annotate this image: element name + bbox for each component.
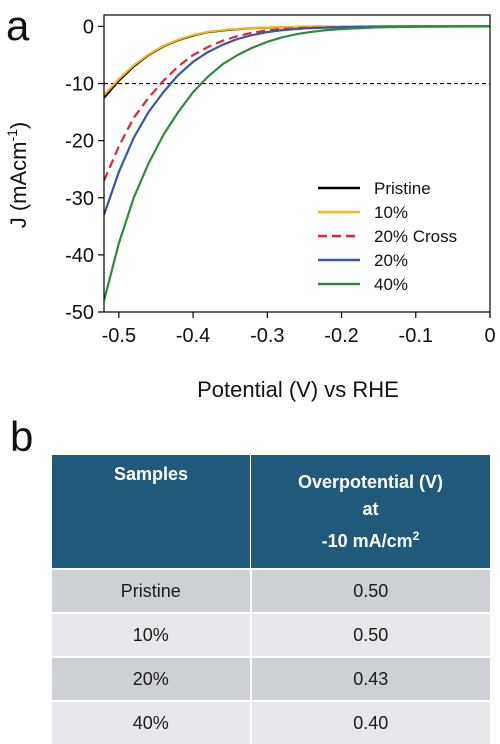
overpotential-cell: 0.50 [250,568,490,613]
header-overpotential-line2: at [362,498,379,519]
y-tick-label: -20 [65,131,94,153]
x-tick-label: -0.3 [250,325,284,347]
table-header-row: Samples Overpotential (V) at -10 mA/cm2 [52,455,490,569]
plot-frame [103,14,491,313]
legend-label: Pristine [374,179,431,198]
header-samples: Samples [52,455,251,569]
header-overpotential-line1: Overpotential (V) [297,471,444,492]
overpotential-cell: 0.43 [250,656,490,701]
series-line-10- [104,25,490,96]
sample-cell: 10% [52,612,252,657]
series-line-pristine [104,25,490,99]
series-line-20- [104,25,490,216]
header-overpotential: Overpotential (V) at -10 mA/cm2 [250,455,490,569]
overpotential-cell: 0.40 [250,700,490,744]
y-axis-label: J (mAcm-1) [4,122,31,229]
x-tick-label: -0.5 [102,325,136,347]
y-tick-label: -40 [65,245,94,267]
y-axis-label-sup: -1 [4,129,20,142]
sample-cell: 20% [52,656,252,701]
x-tick-label: 0 [484,325,495,347]
sample-cell: 40% [52,700,252,744]
legend-label: 20% [374,251,408,270]
x-tick-label: -0.1 [399,325,433,347]
legend-label: 20% Cross [374,227,457,246]
y-tick-label: 0 [83,16,94,38]
overpotential-cell: 0.50 [250,612,490,657]
table-row: 40% 0.40 [52,700,490,744]
table-row: Pristine 0.50 [52,568,490,613]
header-overpotential-unit-sup: 2 [412,528,420,543]
x-tick-label: -0.2 [324,325,358,347]
x-tick-label: -0.4 [176,325,210,347]
y-tick-label: -50 [65,302,94,324]
legend-label: 40% [374,275,408,294]
header-overpotential-line3: -10 mA/cm2 [251,523,490,555]
y-axis-label-main: J (mAcm [6,142,31,229]
y-tick-label: -30 [65,188,94,210]
header-overpotential-unit: -10 mA/cm [321,530,413,551]
y-tick-label: -10 [65,74,94,96]
table-row: 20% 0.43 [52,656,490,701]
table-row: 10% 0.50 [52,612,490,657]
panel-b-label: b [10,413,34,460]
legend-label: 10% [374,203,408,222]
y-axis-label-close: ) [6,122,31,129]
series-line-40- [104,25,490,301]
jv-chart: a -0.5 -0.4 -0.3 -0.2 -0.1 0 0 -10 -20 -30 -40 -50 P… [4,2,496,402]
overpotential-table: Samples Overpotential (V) at -10 mA/cm2 … [52,455,490,744]
panel-a-label: a [6,2,30,49]
series-line-20-cross [104,25,490,182]
x-axis-label: Potential (V) vs RHE [197,377,399,402]
sample-cell: Pristine [52,568,252,613]
